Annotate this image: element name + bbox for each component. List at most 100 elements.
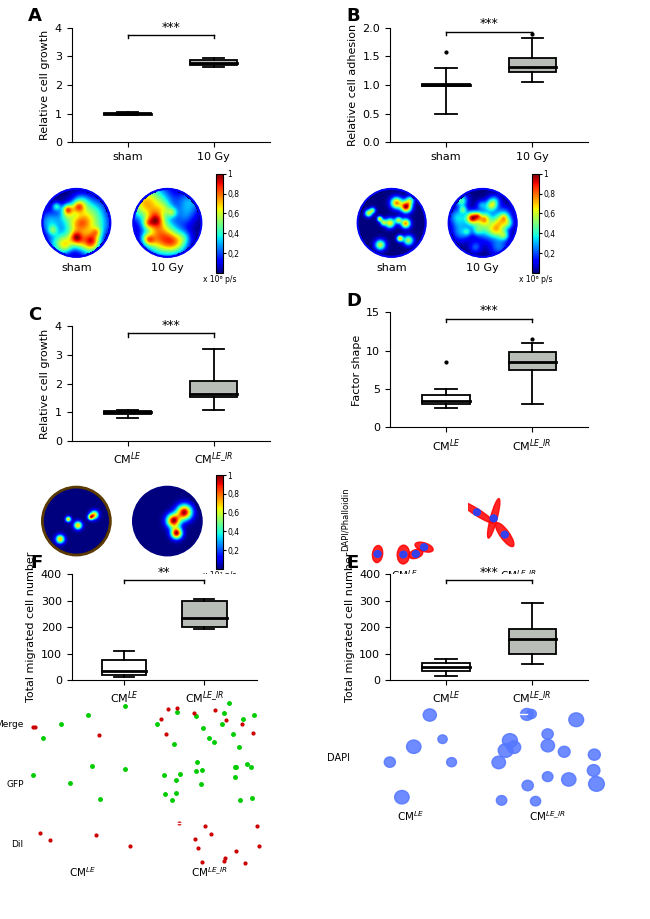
Circle shape xyxy=(473,509,480,516)
Circle shape xyxy=(521,709,533,720)
Text: sham: sham xyxy=(61,263,92,273)
Circle shape xyxy=(406,740,421,754)
Text: ***: *** xyxy=(480,304,499,317)
Text: 100µm: 100µm xyxy=(494,708,519,714)
Circle shape xyxy=(589,777,604,791)
Text: x 10⁶ p/s: x 10⁶ p/s xyxy=(203,275,236,284)
Text: DiI: DiI xyxy=(12,840,24,848)
Bar xyxy=(422,84,470,86)
Ellipse shape xyxy=(409,550,423,559)
Ellipse shape xyxy=(488,499,500,539)
Text: 200µm: 200µm xyxy=(156,760,178,765)
Bar xyxy=(190,60,237,65)
Text: ***: *** xyxy=(480,17,499,30)
Bar xyxy=(190,380,237,397)
Y-axis label: Relative cell growth: Relative cell growth xyxy=(40,30,51,140)
Circle shape xyxy=(522,780,534,790)
Text: DAPI/Phalloidin: DAPI/Phalloidin xyxy=(341,487,350,551)
Text: F: F xyxy=(31,554,43,573)
Circle shape xyxy=(497,796,507,805)
Ellipse shape xyxy=(415,542,433,552)
Circle shape xyxy=(395,790,409,804)
Circle shape xyxy=(526,709,536,719)
Bar xyxy=(422,395,470,404)
Bar xyxy=(101,660,146,675)
Y-axis label: Relative cell growth: Relative cell growth xyxy=(40,329,51,438)
Text: B: B xyxy=(346,7,360,25)
Circle shape xyxy=(358,189,426,256)
Circle shape xyxy=(374,550,381,558)
Bar xyxy=(508,58,556,73)
Circle shape xyxy=(133,487,202,555)
Bar xyxy=(508,352,556,369)
Circle shape xyxy=(562,773,576,786)
Circle shape xyxy=(490,515,497,522)
Circle shape xyxy=(400,551,407,558)
Text: 10 Gy: 10 Gy xyxy=(466,263,499,273)
Circle shape xyxy=(541,740,554,752)
Bar xyxy=(104,411,151,414)
Circle shape xyxy=(542,772,553,781)
Text: 200µm: 200µm xyxy=(29,760,51,765)
Text: CM$^{LE\_IR}$: CM$^{LE\_IR}$ xyxy=(529,809,567,823)
Y-axis label: Relative cell adhesion: Relative cell adhesion xyxy=(348,24,358,146)
Circle shape xyxy=(558,746,570,757)
Text: 200µm: 200µm xyxy=(29,700,51,705)
Text: C: C xyxy=(28,306,41,323)
Circle shape xyxy=(569,713,584,727)
Text: 200µm: 200µm xyxy=(156,820,178,824)
Text: 50µm: 50µm xyxy=(358,471,378,478)
Text: x 10⁶ p/s: x 10⁶ p/s xyxy=(519,275,552,284)
Ellipse shape xyxy=(495,523,514,547)
Text: 100µm: 100µm xyxy=(358,708,382,714)
Circle shape xyxy=(438,735,447,743)
Text: sham: sham xyxy=(376,263,407,273)
Circle shape xyxy=(542,729,553,740)
Text: CM$^{LE}$: CM$^{LE}$ xyxy=(391,568,418,582)
Bar xyxy=(422,663,470,671)
Text: ***: *** xyxy=(480,566,499,579)
Circle shape xyxy=(501,531,508,538)
Circle shape xyxy=(42,487,110,555)
Bar xyxy=(104,113,151,114)
Text: ***: *** xyxy=(161,319,180,333)
Ellipse shape xyxy=(460,501,494,523)
Text: Merge: Merge xyxy=(0,720,24,729)
Text: 200µm: 200µm xyxy=(156,700,178,705)
Text: CM$^{LE}$: CM$^{LE}$ xyxy=(69,865,96,879)
Circle shape xyxy=(423,709,436,721)
Bar xyxy=(508,629,556,653)
Circle shape xyxy=(384,757,395,767)
Circle shape xyxy=(492,756,506,768)
Y-axis label: Total migrated cell number: Total migrated cell number xyxy=(27,552,36,702)
Text: GFP: GFP xyxy=(6,780,24,789)
Circle shape xyxy=(588,765,600,777)
Text: A: A xyxy=(28,7,42,25)
Circle shape xyxy=(448,189,517,256)
Circle shape xyxy=(588,749,601,760)
Ellipse shape xyxy=(372,546,383,562)
Text: 200µm: 200µm xyxy=(29,820,51,824)
Bar xyxy=(182,601,227,627)
Circle shape xyxy=(502,733,517,748)
Text: E: E xyxy=(346,554,359,573)
Text: 10 Gy: 10 Gy xyxy=(151,263,184,273)
Y-axis label: Factor shape: Factor shape xyxy=(352,335,362,405)
Text: ***: *** xyxy=(161,20,180,34)
Text: CM$^{LE\_IR}$: CM$^{LE\_IR}$ xyxy=(500,568,537,582)
Text: **: ** xyxy=(158,566,170,579)
Circle shape xyxy=(42,189,110,256)
Y-axis label: Total migrated cell number: Total migrated cell number xyxy=(345,552,355,702)
Circle shape xyxy=(133,189,202,256)
Text: CM$^{LE}$: CM$^{LE}$ xyxy=(397,809,424,823)
Circle shape xyxy=(507,741,521,754)
Circle shape xyxy=(530,797,541,806)
Text: D: D xyxy=(346,292,361,310)
Text: x 10⁷ p/s: x 10⁷ p/s xyxy=(203,571,236,580)
Circle shape xyxy=(412,550,419,557)
Ellipse shape xyxy=(397,545,410,564)
Text: DAPI: DAPI xyxy=(327,754,350,763)
Text: 50µm: 50µm xyxy=(472,471,492,478)
Circle shape xyxy=(447,757,456,766)
Text: CM$^{LE\_IR}$: CM$^{LE\_IR}$ xyxy=(190,865,228,879)
